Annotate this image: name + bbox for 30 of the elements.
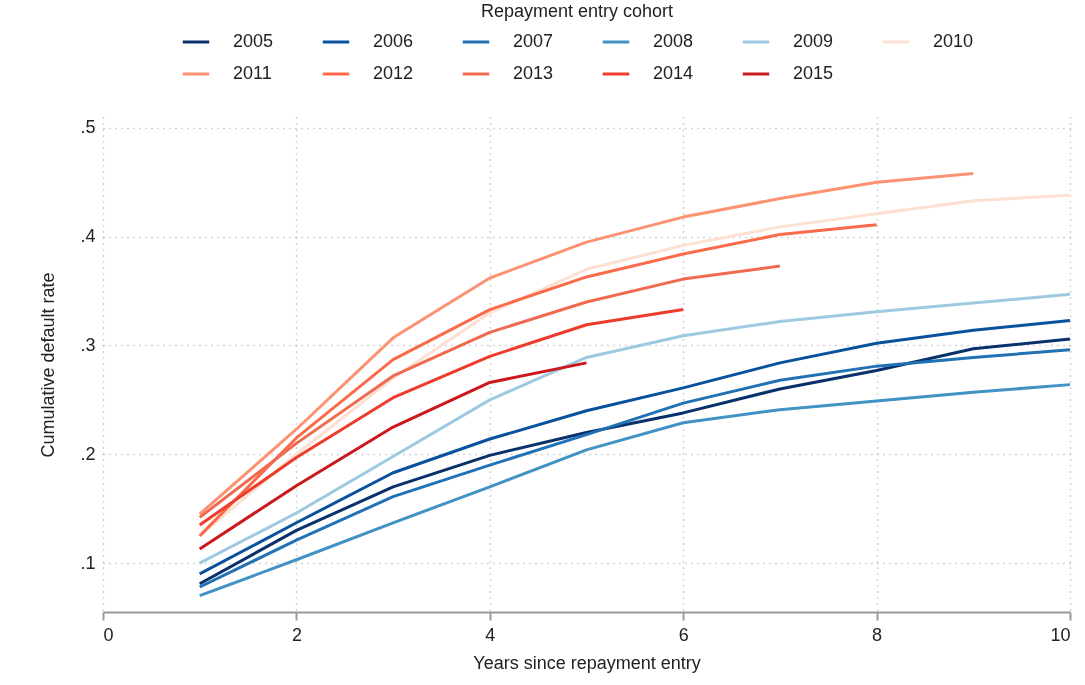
legend-label: 2007 [513,31,554,51]
x-tick-label: 10 [1050,624,1071,645]
y-tick-label: .5 [80,117,96,138]
legend-label: 2009 [793,31,834,51]
legend-label: 2013 [513,63,554,83]
legend-label: 2011 [233,63,272,83]
y-tick-label: .2 [80,443,96,464]
y-tick-label: .1 [80,552,96,573]
line-series [198,172,975,516]
legend-label: 2012 [373,63,414,83]
line-series [198,223,879,538]
x-tick-label: 6 [678,624,689,645]
x-tick-label: 2 [291,624,302,645]
legend-label: 2008 [653,31,694,51]
y-axis-title: Cumulative default rate [38,272,59,458]
legend-title: Repayment entry cohort [480,1,674,21]
y-tick-label: .3 [80,334,96,355]
legend-label: 2005 [233,31,274,51]
line-series [198,361,588,551]
line-series [198,308,685,527]
x-tick-label: 8 [872,624,883,645]
legend-label: 2006 [373,31,414,51]
legend-label: 2010 [933,31,974,51]
y-tick-label: .4 [80,226,96,247]
x-axis-title: Years since repayment entry [473,652,701,673]
legend-label: 2015 [793,63,834,83]
line-series [198,383,1072,598]
x-tick-label: 0 [103,624,114,645]
legend-label: 2014 [653,63,694,83]
x-tick-label: 4 [485,624,496,645]
